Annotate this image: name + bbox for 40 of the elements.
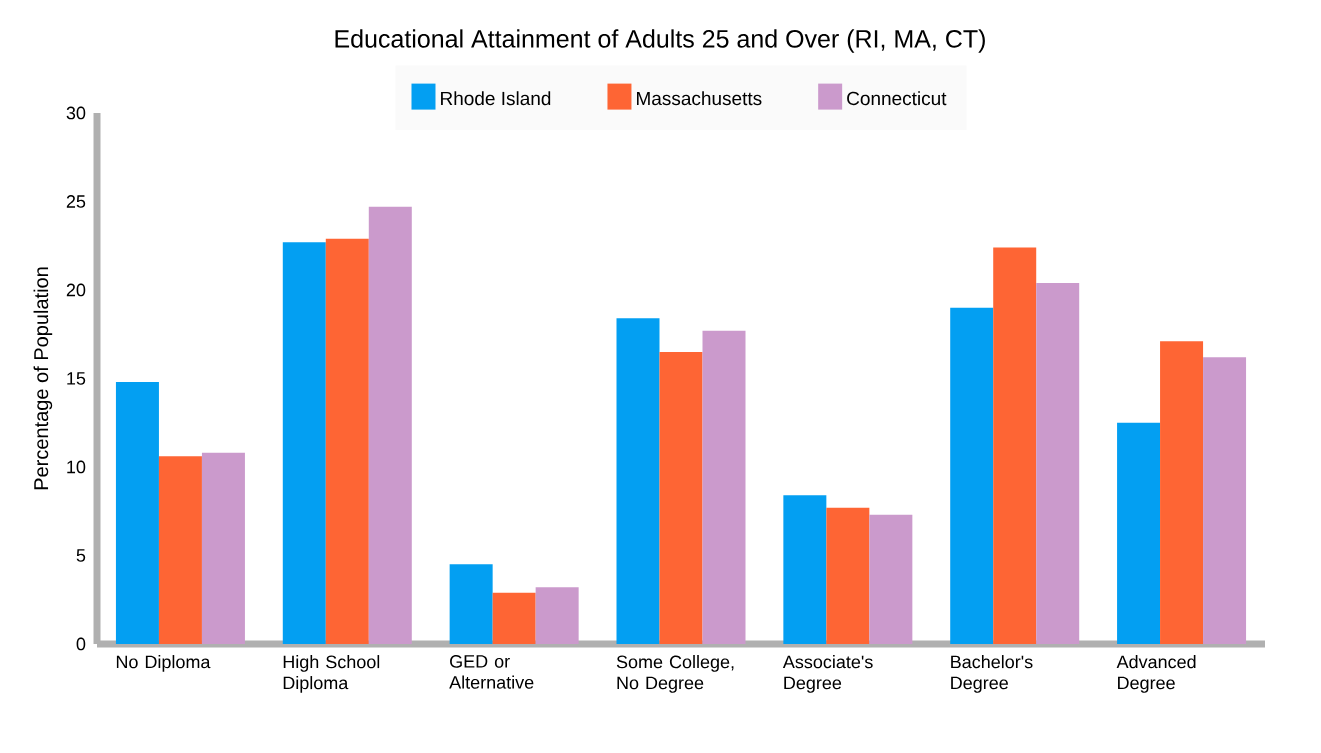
- bar: [783, 495, 827, 644]
- bar: [993, 247, 1037, 644]
- bar: [115, 382, 159, 644]
- bar: [492, 592, 536, 644]
- bar: [535, 587, 579, 644]
- bar: [869, 514, 913, 644]
- bar: [950, 307, 994, 644]
- x-tick-label: No Diploma: [116, 655, 211, 672]
- bar: [449, 564, 493, 644]
- y-axis-title: Percentage of Population: [33, 267, 53, 490]
- y-tick-label: 10: [67, 460, 86, 474]
- y-tick-label: 5: [76, 549, 86, 562]
- bar: [659, 351, 703, 644]
- bar: [282, 242, 326, 644]
- bar: [368, 206, 412, 644]
- legend-label: Connecticut: [847, 91, 947, 106]
- bar: [1117, 422, 1161, 644]
- bar: [158, 456, 202, 644]
- y-tick-label: 20: [66, 283, 86, 297]
- bar: [1203, 357, 1247, 644]
- x-tick-label: Associate's Degree: [782, 655, 873, 693]
- legend-label: Rhode Island: [441, 91, 551, 106]
- y-tick-label: 25: [66, 195, 86, 208]
- bar: [1160, 341, 1204, 644]
- bar: [1036, 282, 1080, 644]
- bar: [702, 330, 746, 644]
- bar: [325, 238, 369, 644]
- y-tick-label: 0: [76, 637, 86, 651]
- x-tick-label: Some College, No Degree: [616, 655, 734, 693]
- y-tick-label: 15: [67, 372, 86, 385]
- x-tick-label: Bachelor's Degree: [951, 655, 1033, 693]
- x-tick-label: GED or Alternative: [449, 655, 534, 689]
- x-tick-label: Advanced Degree: [1116, 655, 1196, 693]
- bar: [201, 452, 245, 644]
- y-tick-label: 30: [66, 106, 86, 120]
- bar: [616, 318, 660, 644]
- bar: [826, 507, 870, 644]
- legend-label: Massachusetts: [637, 91, 762, 106]
- chart-title: Educational Attainment of Adults 25 and Over (RI, MA, CT): [335, 29, 985, 53]
- x-tick-label: High School Diploma: [283, 655, 380, 693]
